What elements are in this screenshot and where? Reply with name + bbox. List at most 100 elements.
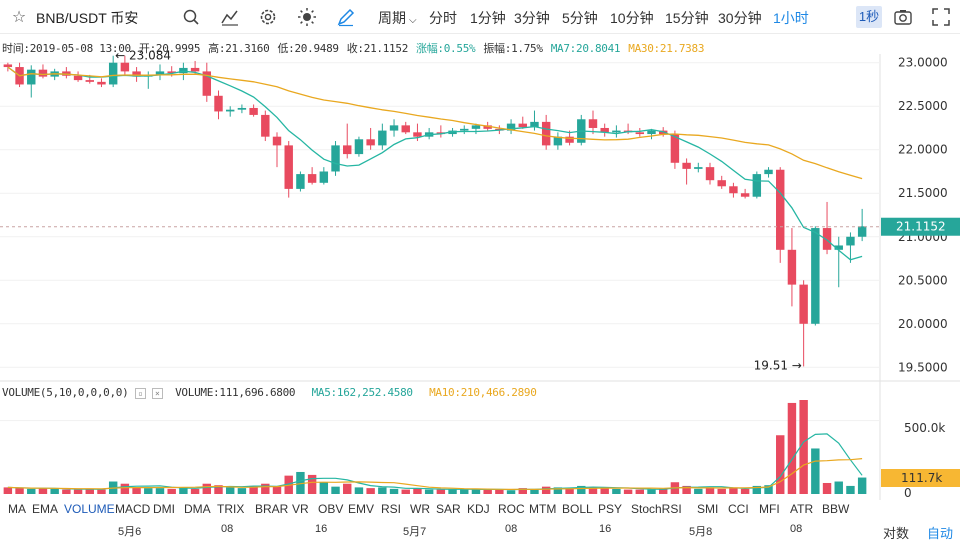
date-axis: 5月6 08 16 5月7 08 16 5月8 08 xyxy=(0,520,880,542)
volume-ma10-value: MA10:210,466.2890 xyxy=(429,386,537,399)
ind-vr[interactable]: VR xyxy=(292,502,309,516)
volume-bar xyxy=(120,483,130,494)
period-btn-30m[interactable]: 30分钟 xyxy=(718,10,762,26)
volume-bar xyxy=(38,488,48,494)
ind-sar[interactable]: SAR xyxy=(436,502,461,516)
period-btn-1h[interactable]: 1小时 xyxy=(773,10,809,26)
volume-bar xyxy=(740,488,750,494)
volume-ma10-line xyxy=(7,458,863,491)
ind-bbw[interactable]: BBW xyxy=(822,502,850,516)
candle-body xyxy=(343,145,352,155)
volume-bar xyxy=(50,488,59,494)
volume-bar xyxy=(811,448,820,494)
volume-bar xyxy=(694,488,703,494)
volume-bar xyxy=(214,485,223,494)
period-btn-3m[interactable]: 3分钟 xyxy=(514,10,550,26)
close-box-icon[interactable]: × xyxy=(151,387,163,399)
volume-bar xyxy=(272,486,282,494)
candle-body xyxy=(202,71,212,96)
volume-bar xyxy=(460,488,469,494)
volume-bar xyxy=(776,435,785,494)
camera-icon[interactable] xyxy=(892,6,914,28)
ind-stochrsi[interactable]: StochRSI xyxy=(631,502,682,516)
ind-roc[interactable]: ROC xyxy=(498,502,525,516)
ind-ma[interactable]: MA xyxy=(8,502,26,516)
candle-body xyxy=(694,167,703,169)
candlestick-chart[interactable]: 23.000022.500022.000021.500021.000020.50… xyxy=(0,0,960,500)
volume-bar xyxy=(448,489,457,494)
auto-scale-button[interactable]: 自动 xyxy=(927,526,954,541)
ind-atr[interactable]: ATR xyxy=(790,502,814,516)
price-axis-label: 20.5000 xyxy=(898,273,948,287)
volume-bar xyxy=(424,489,434,494)
ohlc-low: 低:20.9489 xyxy=(277,42,339,55)
ind-dma[interactable]: DMA xyxy=(184,502,211,516)
candle-body xyxy=(389,125,399,131)
candle-body xyxy=(132,71,141,77)
settings-box-icon[interactable]: ▫ xyxy=(134,387,146,399)
volume-bar xyxy=(378,487,387,494)
ind-mtm[interactable]: MTM xyxy=(529,502,557,516)
volume-bar xyxy=(307,474,317,494)
ind-cci[interactable]: CCI xyxy=(728,502,749,516)
ind-wr[interactable]: WR xyxy=(410,502,430,516)
search-icon[interactable] xyxy=(180,6,202,28)
period-btn-5m[interactable]: 5分钟 xyxy=(562,10,598,26)
volume-bar xyxy=(834,481,843,494)
period-btn-1m[interactable]: 1分钟 xyxy=(470,10,506,26)
ind-smi[interactable]: SMI xyxy=(697,502,719,516)
ohlc-open: 开:20.9995 xyxy=(138,42,201,55)
volume-bar xyxy=(846,485,855,494)
candle-body xyxy=(307,174,317,183)
star-icon[interactable]: ☆ xyxy=(11,7,27,26)
second-button[interactable]: 1秒 xyxy=(856,6,882,28)
date-label: 5月8 xyxy=(689,526,713,538)
candle-body xyxy=(740,193,750,197)
ind-mfi[interactable]: MFI xyxy=(759,502,780,516)
candle-body xyxy=(541,121,551,146)
candle-body xyxy=(167,71,176,74)
volume-bar xyxy=(752,485,762,494)
candle-body xyxy=(799,284,808,324)
ind-trix[interactable]: TRIX xyxy=(217,502,245,516)
ind-emv[interactable]: EMV xyxy=(348,502,375,516)
ind-brar[interactable]: BRAR xyxy=(255,502,289,516)
ind-kdj[interactable]: KDJ xyxy=(467,502,490,516)
fullscreen-icon[interactable] xyxy=(930,6,952,28)
date-label: 08 xyxy=(221,523,234,535)
ind-dmi[interactable]: DMI xyxy=(153,502,175,516)
candle-body xyxy=(834,245,843,250)
period-dropdown[interactable]: 周期 ⌵ xyxy=(378,8,417,28)
log-scale-button[interactable]: 对数 xyxy=(883,526,910,541)
price-axis-label: 20.0000 xyxy=(898,317,948,331)
ind-macd[interactable]: MACD xyxy=(115,502,151,516)
ind-obv[interactable]: OBV xyxy=(318,502,344,516)
volume-bar xyxy=(389,488,399,494)
ind-rsi[interactable]: RSI xyxy=(381,502,402,516)
volume-axis-label-0: 0 xyxy=(904,486,912,500)
volume-bar xyxy=(237,488,247,494)
volume-bar xyxy=(483,489,492,494)
indicator-icon[interactable] xyxy=(219,6,241,28)
price-axis-label: 22.5000 xyxy=(898,99,948,113)
candle-body xyxy=(108,62,118,85)
ind-psy[interactable]: PSY xyxy=(598,502,623,516)
candle-body xyxy=(776,169,785,250)
sun-icon[interactable] xyxy=(296,6,318,28)
trading-pair-title: BNB/USDT 币安 xyxy=(36,10,139,26)
ind-ema[interactable]: EMA xyxy=(32,502,59,516)
gear-icon[interactable] xyxy=(257,6,279,28)
ind-volume[interactable]: VOLUME xyxy=(64,502,115,516)
period-btn-10m[interactable]: 10分钟 xyxy=(610,10,654,26)
volume-ma5-line xyxy=(7,433,863,491)
volume-bar xyxy=(764,485,773,494)
period-btn-timeline[interactable]: 分时 xyxy=(429,10,457,26)
period-btn-15m[interactable]: 15分钟 xyxy=(665,10,709,26)
volume-bar xyxy=(354,487,364,494)
candle-body xyxy=(284,145,293,189)
volume-bar xyxy=(62,489,71,494)
ind-boll[interactable]: BOLL xyxy=(562,502,593,516)
candle-body xyxy=(612,130,621,133)
volume-bar xyxy=(577,485,586,494)
pen-icon[interactable] xyxy=(335,6,357,28)
